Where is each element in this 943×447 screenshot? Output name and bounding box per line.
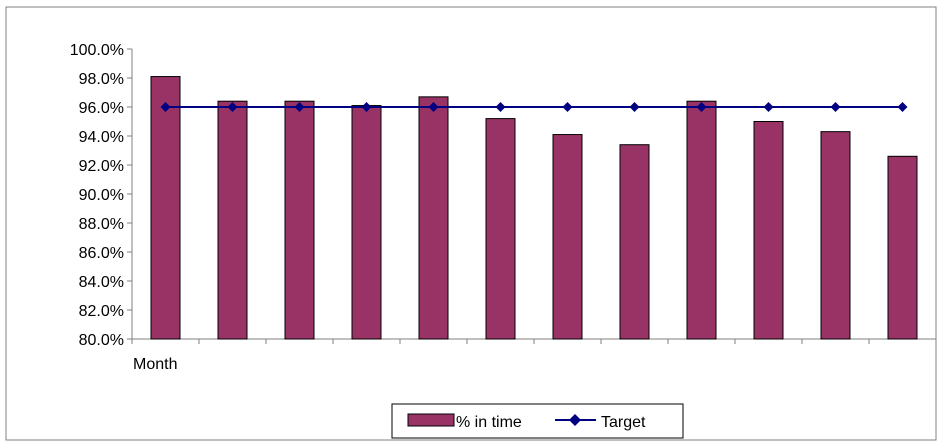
bar (351, 105, 382, 340)
y-tick-label: 86.0% (79, 245, 124, 262)
bar (820, 131, 851, 340)
bar (217, 100, 248, 340)
legend-swatch-marker (569, 414, 581, 426)
target-marker (495, 102, 506, 112)
y-tick-label: 88.0% (79, 216, 124, 233)
bar (418, 96, 449, 340)
bar (284, 100, 315, 340)
x-axis-title: Month (133, 356, 177, 373)
target-marker (294, 102, 305, 112)
y-tick-label: 82.0% (79, 303, 124, 320)
legend-label-target: Target (601, 414, 646, 431)
y-tick-label: 90.0% (79, 187, 124, 204)
legend-swatch-bar (407, 413, 455, 427)
target-marker (763, 102, 774, 112)
target-marker (428, 102, 439, 112)
target-marker (227, 102, 238, 112)
target-marker (897, 102, 908, 112)
y-tick-label: 92.0% (79, 158, 124, 175)
plot-area: 80.0% 82.0% 84.0% 86.0% 88.0% 90.0% 92.0% 94.0%… (70, 42, 937, 349)
chart-border (5, 6, 937, 441)
bar (485, 118, 516, 340)
target-marker (629, 102, 640, 112)
target-marker (830, 102, 841, 112)
target-marker (696, 102, 707, 112)
target-marker (361, 102, 372, 112)
bar (619, 144, 650, 340)
y-tick-label: 94.0% (79, 129, 124, 146)
bar (686, 100, 717, 340)
y-tick-label: 84.0% (79, 274, 124, 291)
legend: % in time Target (391, 403, 684, 439)
y-tick-label: 96.0% (79, 100, 124, 117)
target-marker (160, 102, 171, 112)
bar (552, 134, 583, 340)
legend-label-bars: % in time (456, 414, 522, 431)
bar (887, 155, 918, 340)
bar (150, 76, 181, 340)
y-tick-label: 100.0% (70, 42, 124, 59)
y-tick-label: 80.0% (79, 332, 124, 349)
y-tick-label: 98.0% (79, 71, 124, 88)
bar (753, 121, 784, 340)
target-marker (562, 102, 573, 112)
